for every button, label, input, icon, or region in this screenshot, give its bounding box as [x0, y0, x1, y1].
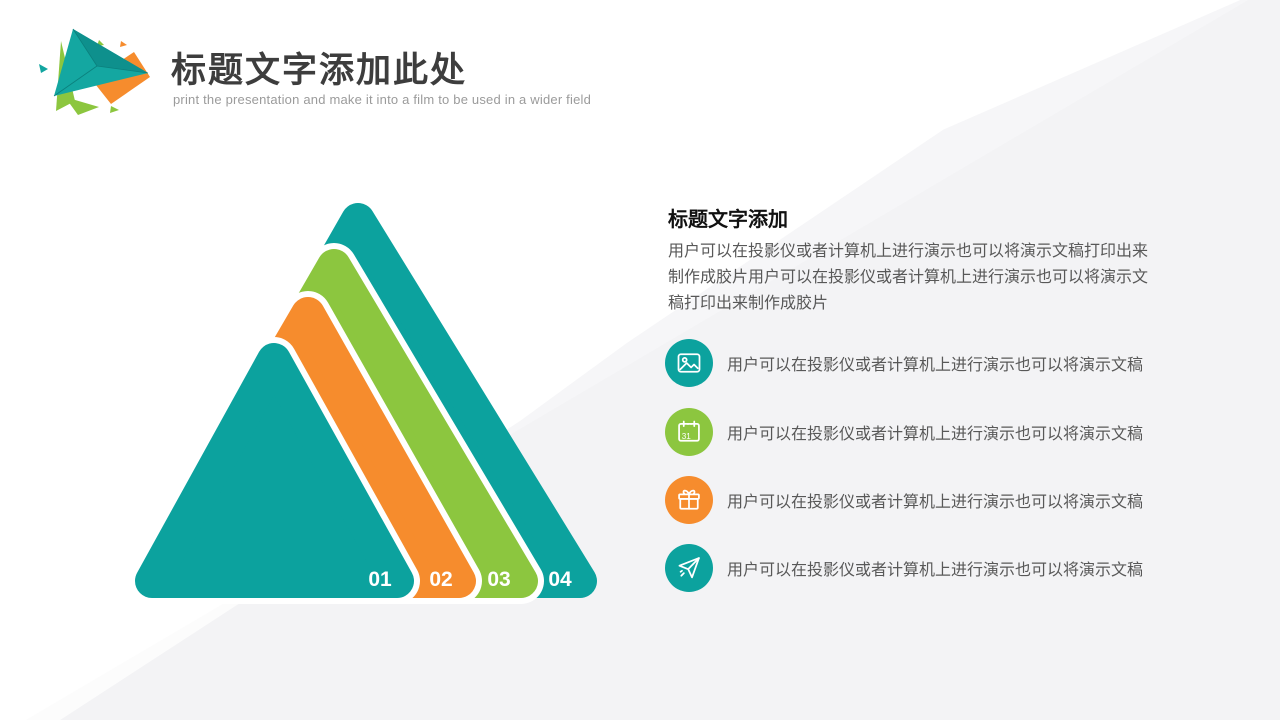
list-item-text: 用户可以在投影仪或者计算机上进行演示也可以将演示文稿 [727, 494, 1144, 511]
list-item: 用户可以在投影仪或者计算机上进行演示也可以将演示文稿 [665, 339, 1165, 387]
list-item-text: 用户可以在投影仪或者计算机上进行演示也可以将演示文稿 [727, 357, 1144, 374]
list-item-text: 用户可以在投影仪或者计算机上进行演示也可以将演示文稿 [727, 426, 1144, 443]
gift-icon [665, 476, 713, 524]
layered-triangle-diagram: 01 02 03 04 [129, 203, 597, 604]
slide-title: 标题文字添加此处 [171, 51, 468, 90]
slide-subtitle: print the presentation and make it into … [173, 92, 592, 107]
pyramid-label-04: 04 [548, 568, 572, 591]
calendar-icon: 31 [665, 408, 713, 456]
calendar-day-label: 31 [682, 432, 692, 441]
image-icon [665, 339, 713, 387]
pyramid-label-02: 02 [429, 568, 452, 591]
pyramid-layer-1 [129, 337, 420, 604]
section-paragraph: 用户可以在投影仪或者计算机上进行演示也可以将演示文稿打印出来制作成胶片用户可以在… [668, 243, 1149, 312]
pyramid-label-03: 03 [487, 568, 510, 591]
list-item: 31 用户可以在投影仪或者计算机上进行演示也可以将演示文稿 [665, 408, 1165, 456]
list-item: 用户可以在投影仪或者计算机上进行演示也可以将演示文稿 [665, 544, 1165, 592]
section-heading: 标题文字添加 [668, 209, 788, 231]
list-item-text: 用户可以在投影仪或者计算机上进行演示也可以将演示文稿 [727, 562, 1144, 579]
paper-plane-logo [39, 28, 150, 115]
pyramid-label-01: 01 [368, 568, 392, 591]
paper-plane-icon [665, 544, 713, 592]
list-item: 用户可以在投影仪或者计算机上进行演示也可以将演示文稿 [665, 476, 1165, 524]
